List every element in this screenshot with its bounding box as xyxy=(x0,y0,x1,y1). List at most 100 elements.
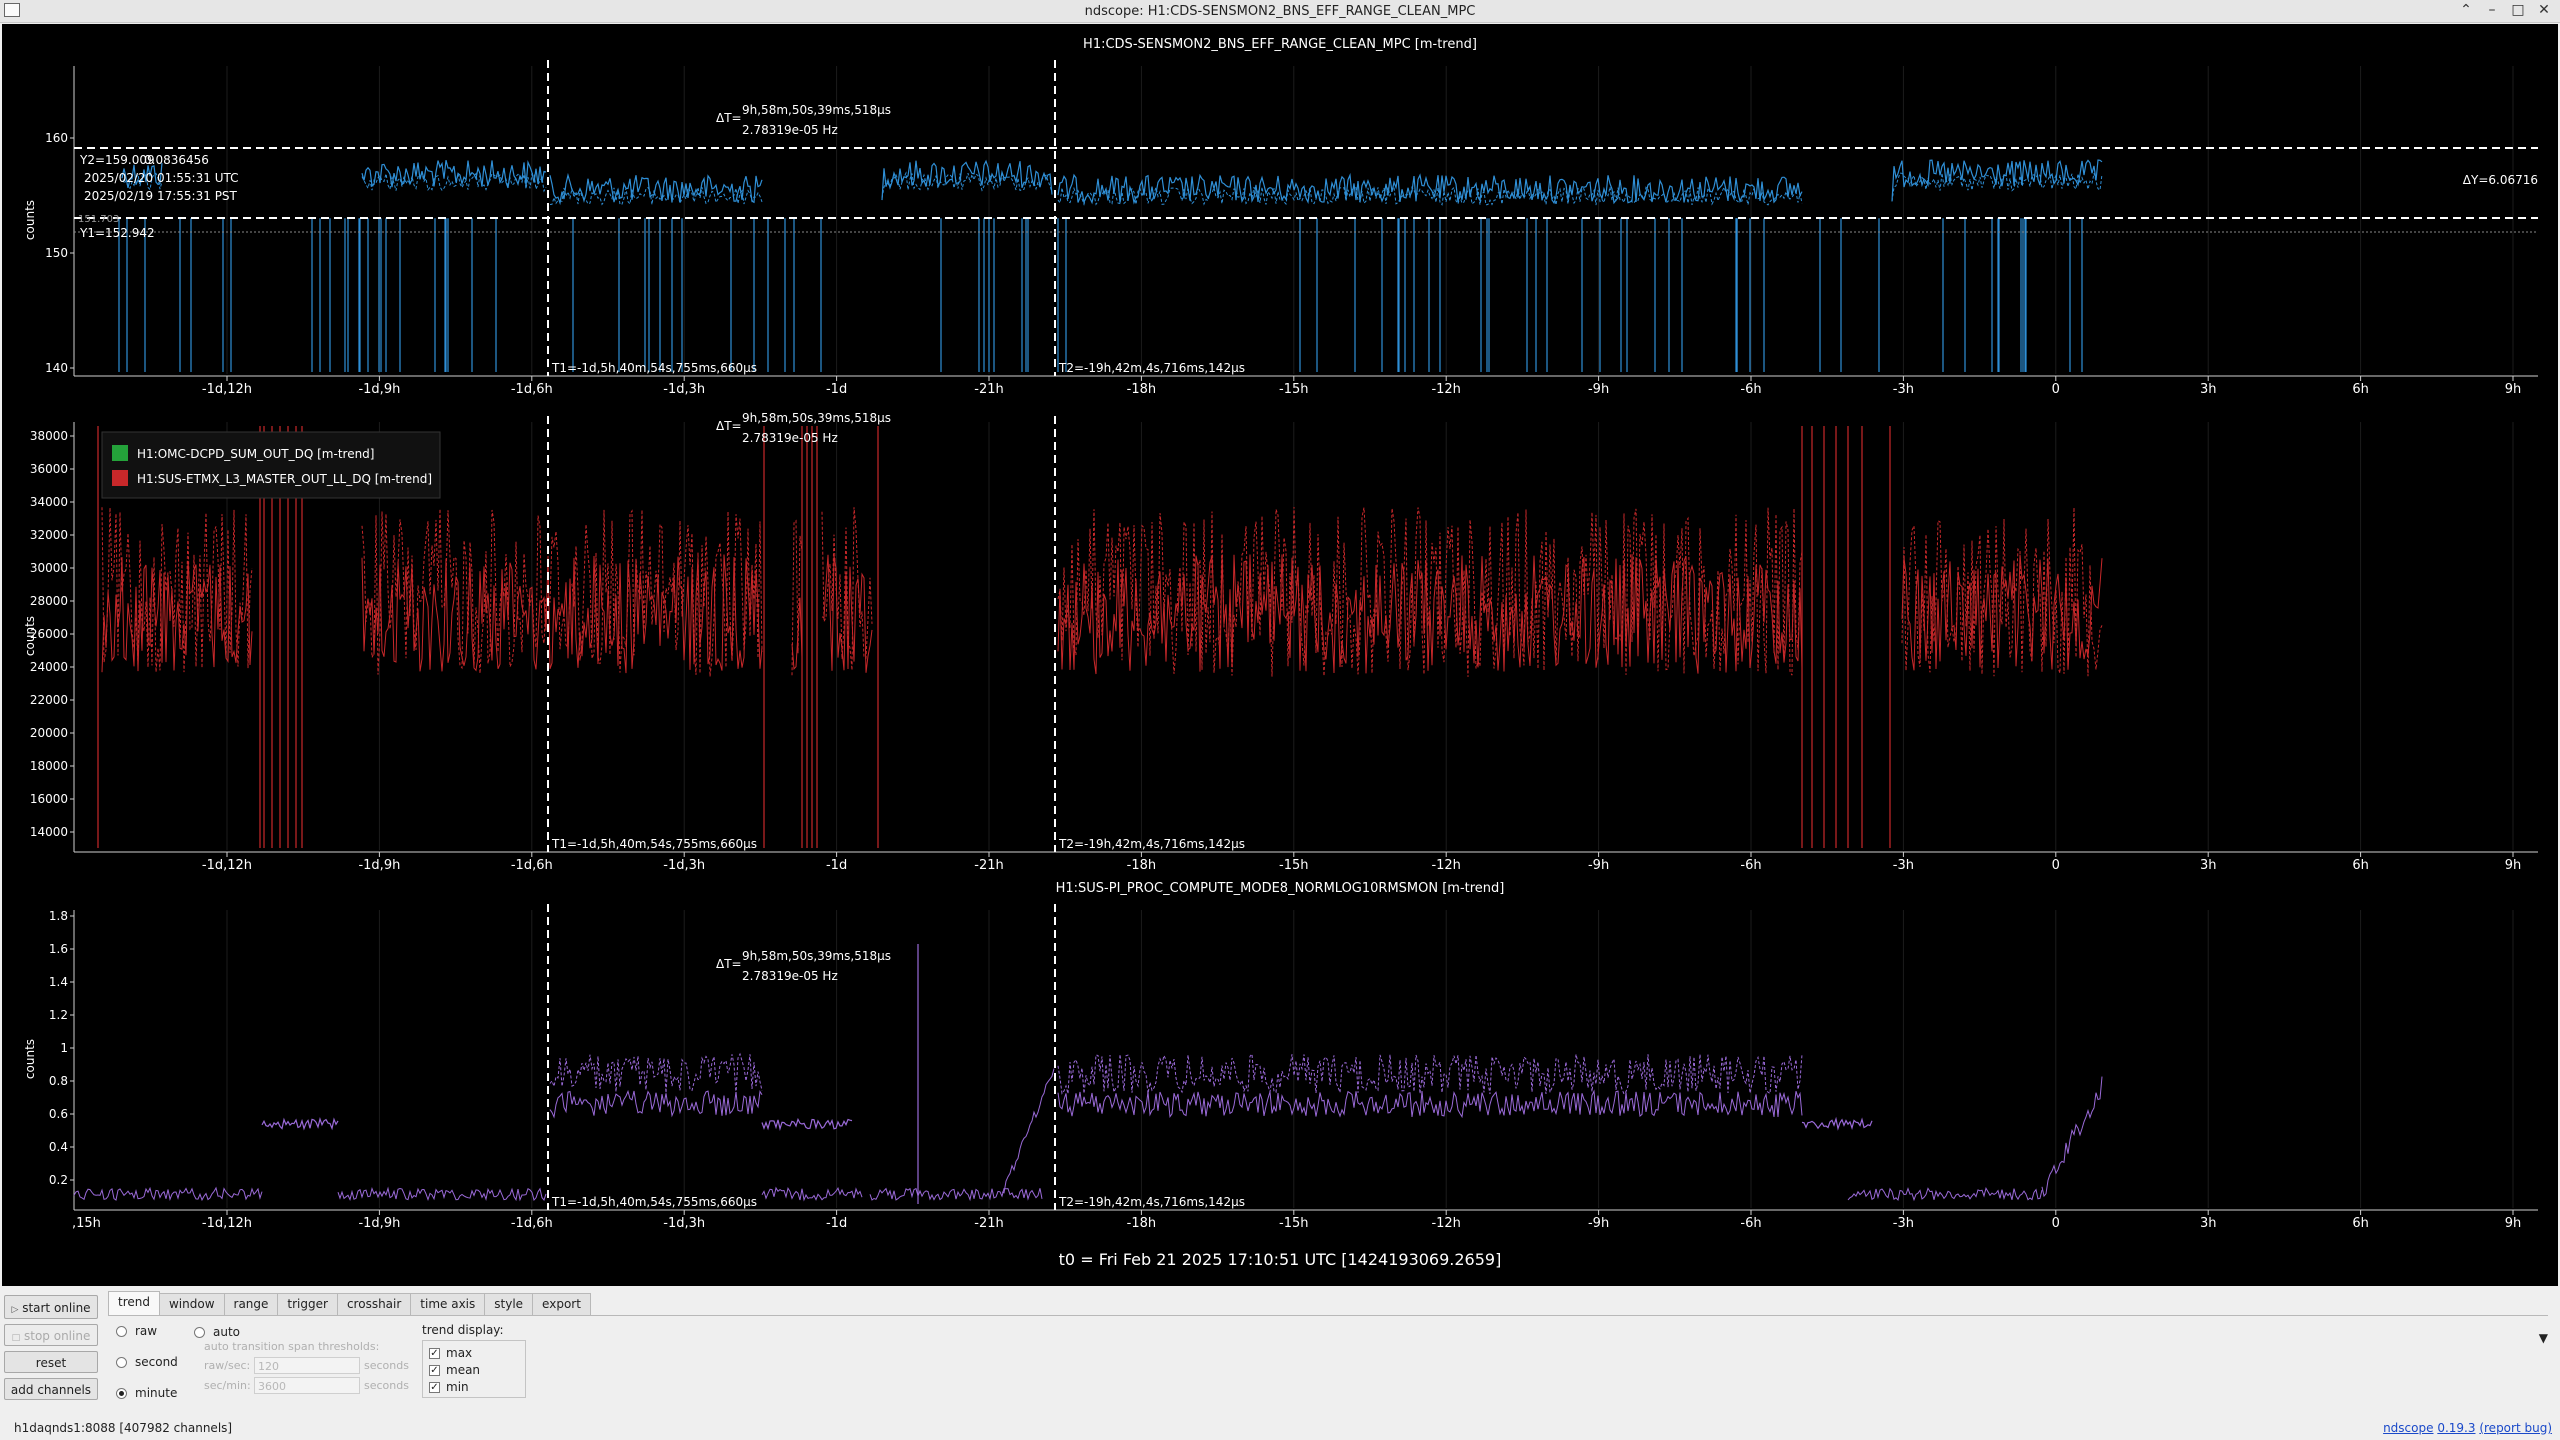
plot2-dt-value: 9h,58m,50s,39ms,518µs xyxy=(742,411,891,425)
plot2-panel xyxy=(70,416,2538,857)
plot3-x-tick-label-left: ,15h xyxy=(72,1216,101,1231)
start-online-button[interactable]: ▷ start online xyxy=(4,1295,98,1319)
plot2-legend-label: H1:SUS-ETMX_L3_MASTER_OUT_LL_DQ [m-trend… xyxy=(137,472,432,486)
plot1-dt-freq: 2.78319e-05 Hz xyxy=(742,123,838,137)
radio-raw-indicator[interactable] xyxy=(116,1325,127,1337)
plot3-y-tick-label: 1.8 xyxy=(49,909,68,923)
plot2-y-tick-label: 18000 xyxy=(30,759,68,773)
t0-label: t0 = Fri Feb 21 2025 17:10:51 UTC [14241… xyxy=(1058,1250,1502,1269)
plot2-y-tick-label: 26000 xyxy=(30,627,68,641)
plot3-x-tick-label: 9h xyxy=(2505,1216,2522,1231)
plot2-trace-mean xyxy=(821,554,873,673)
version-link[interactable]: 0.19.3 xyxy=(2437,1421,2476,1435)
check-min[interactable]: ✓ min xyxy=(429,1380,469,1394)
plot3-trace-low xyxy=(73,1186,263,1202)
plot2-trace-mean xyxy=(361,554,763,674)
plot2-y-tick-label: 20000 xyxy=(30,726,68,740)
tab-crosshair[interactable]: crosshair xyxy=(336,1293,412,1315)
plot3-trace-low xyxy=(761,1186,863,1202)
expand-panel-icon[interactable]: ▼ xyxy=(2538,1331,2548,1345)
trend-tab-pane: raw second minute auto auto transition s… xyxy=(108,1315,2548,1410)
check-mean-box[interactable]: ✓ xyxy=(429,1364,440,1376)
plot3-x-tick-label: -6h xyxy=(1740,1216,1761,1231)
plot3-dt-label: ΔT= xyxy=(716,957,742,971)
plot2-trace-max xyxy=(101,507,253,673)
plot1-trace-mean xyxy=(549,186,763,206)
plot1-x-tick-label: -1d xyxy=(826,382,847,397)
plot2-x-tick-label: 0 xyxy=(2052,858,2060,873)
plot1-crosshair-value: 0.0836456 xyxy=(144,153,209,167)
check-mean[interactable]: ✓ mean xyxy=(429,1363,481,1377)
plot2-x-tick-label: -12h xyxy=(1431,858,1460,873)
plot3-x-tick-label: -9h xyxy=(1588,1216,1609,1231)
maximize-icon[interactable]: □ xyxy=(2511,2,2525,18)
tab-trend[interactable]: trend xyxy=(108,1291,160,1315)
sec-min-input[interactable]: 3600 xyxy=(254,1377,360,1394)
plot2-dt-label: ΔT= xyxy=(716,419,742,433)
tab-trigger[interactable]: trigger xyxy=(277,1293,338,1315)
plot2-x-tick-label: -15h xyxy=(1279,858,1308,873)
raw-sec-input[interactable]: 120 xyxy=(254,1357,360,1374)
plot1-x-tick-label: 3h xyxy=(2200,382,2217,397)
plot1-trace-max xyxy=(549,172,763,206)
plot2-x-tick-label: -1d xyxy=(826,858,847,873)
plot3-x-tick-label: -15h xyxy=(1279,1216,1308,1231)
sec-min-unit: seconds xyxy=(364,1379,409,1392)
control-tabs: trend window range trigger crosshair tim… xyxy=(108,1291,591,1315)
tab-window[interactable]: window xyxy=(158,1293,225,1315)
add-channels-button[interactable]: add channels xyxy=(4,1378,98,1400)
plot2-legend-swatch xyxy=(112,470,128,486)
plot3-trace-ramp xyxy=(1001,1068,1055,1194)
plot2-trace-max xyxy=(821,507,873,671)
plot1-trace-max xyxy=(881,159,1053,201)
report-bug-link[interactable]: (report bug) xyxy=(2479,1421,2552,1435)
plot3-y-tick-label: 1 xyxy=(60,1041,68,1055)
minimize-icon[interactable]: – xyxy=(2488,2,2496,18)
close-icon[interactable]: ✕ xyxy=(2538,2,2550,18)
plot1-x-tick-label: -18h xyxy=(1127,382,1156,397)
radio-raw[interactable]: raw xyxy=(116,1324,157,1338)
radio-minute-indicator[interactable] xyxy=(116,1387,127,1399)
tab-time-axis[interactable]: time axis xyxy=(410,1293,486,1315)
plot3-cursor-t1-label: T1=-1d,5h,40m,54s,755ms,660µs xyxy=(551,1195,757,1209)
keep-above-icon[interactable]: ⌃ xyxy=(2460,2,2472,18)
check-max-box[interactable]: ✓ xyxy=(429,1347,440,1359)
plot-area[interactable]: -1d,12h -1d,9h -1d,6h -1d,3h -1d -21h -18h -15h… xyxy=(2,24,2558,1286)
plot2-y-tick-label: 14000 xyxy=(30,825,68,839)
plot1-trace-mean xyxy=(1057,185,1803,206)
plot3-x-tick-label: -1d,9h xyxy=(358,1216,400,1231)
ndscope-link[interactable]: ndscope xyxy=(2383,1421,2434,1435)
radio-second-indicator[interactable] xyxy=(116,1356,127,1368)
plot1-y-tick-label: 150 xyxy=(45,246,68,260)
plot3-y-tick-label: 0.2 xyxy=(49,1173,68,1187)
plot2-legend xyxy=(101,431,441,499)
plot1-y-tick-label: 140 xyxy=(45,361,68,375)
tab-style[interactable]: style xyxy=(484,1293,534,1315)
server-info: h1daqnds1:8088 [407982 channels] xyxy=(14,1421,232,1435)
plot2-y-tick-label: 22000 xyxy=(30,693,68,707)
plot3-y-tick-label: 0.6 xyxy=(49,1107,68,1121)
stop-online-button[interactable]: □ stop online xyxy=(4,1324,98,1346)
auto-thresholds-label: auto transition span thresholds: xyxy=(204,1340,380,1353)
play-icon: ▷ xyxy=(11,1305,19,1315)
plot1-y-tick-label: 160 xyxy=(45,131,68,145)
plot1-crosshair-utc: 2025/02/20 01:55:31 UTC xyxy=(84,171,238,185)
check-min-box[interactable]: ✓ xyxy=(429,1381,440,1393)
plot1-dy-label: ΔY=6.06716 xyxy=(2463,173,2538,187)
plots-canvas[interactable]: -1d,12h -1d,9h -1d,6h -1d,3h -1d -21h -18h -15h… xyxy=(2,24,2558,1286)
plot3-x-tick-label: 0 xyxy=(2052,1216,2060,1231)
plot1-trace-mean xyxy=(881,171,1053,199)
radio-minute[interactable]: minute xyxy=(116,1386,177,1400)
check-max[interactable]: ✓ max xyxy=(429,1346,473,1360)
plot2-y-tick-label: 32000 xyxy=(30,528,68,542)
radio-second[interactable]: second xyxy=(116,1355,178,1369)
plot3-x-tick-label: -18h xyxy=(1127,1216,1156,1231)
tab-export[interactable]: export xyxy=(532,1293,591,1315)
reset-button[interactable]: reset xyxy=(4,1351,98,1373)
plot1-x-tick-label: 6h xyxy=(2352,382,2369,397)
radio-auto-indicator[interactable] xyxy=(194,1326,205,1338)
radio-auto[interactable]: auto xyxy=(194,1325,240,1339)
tab-range[interactable]: range xyxy=(223,1293,279,1315)
plot3-x-tick-label: -12h xyxy=(1431,1216,1460,1231)
plot2-y-tick-label: 38000 xyxy=(30,429,68,443)
